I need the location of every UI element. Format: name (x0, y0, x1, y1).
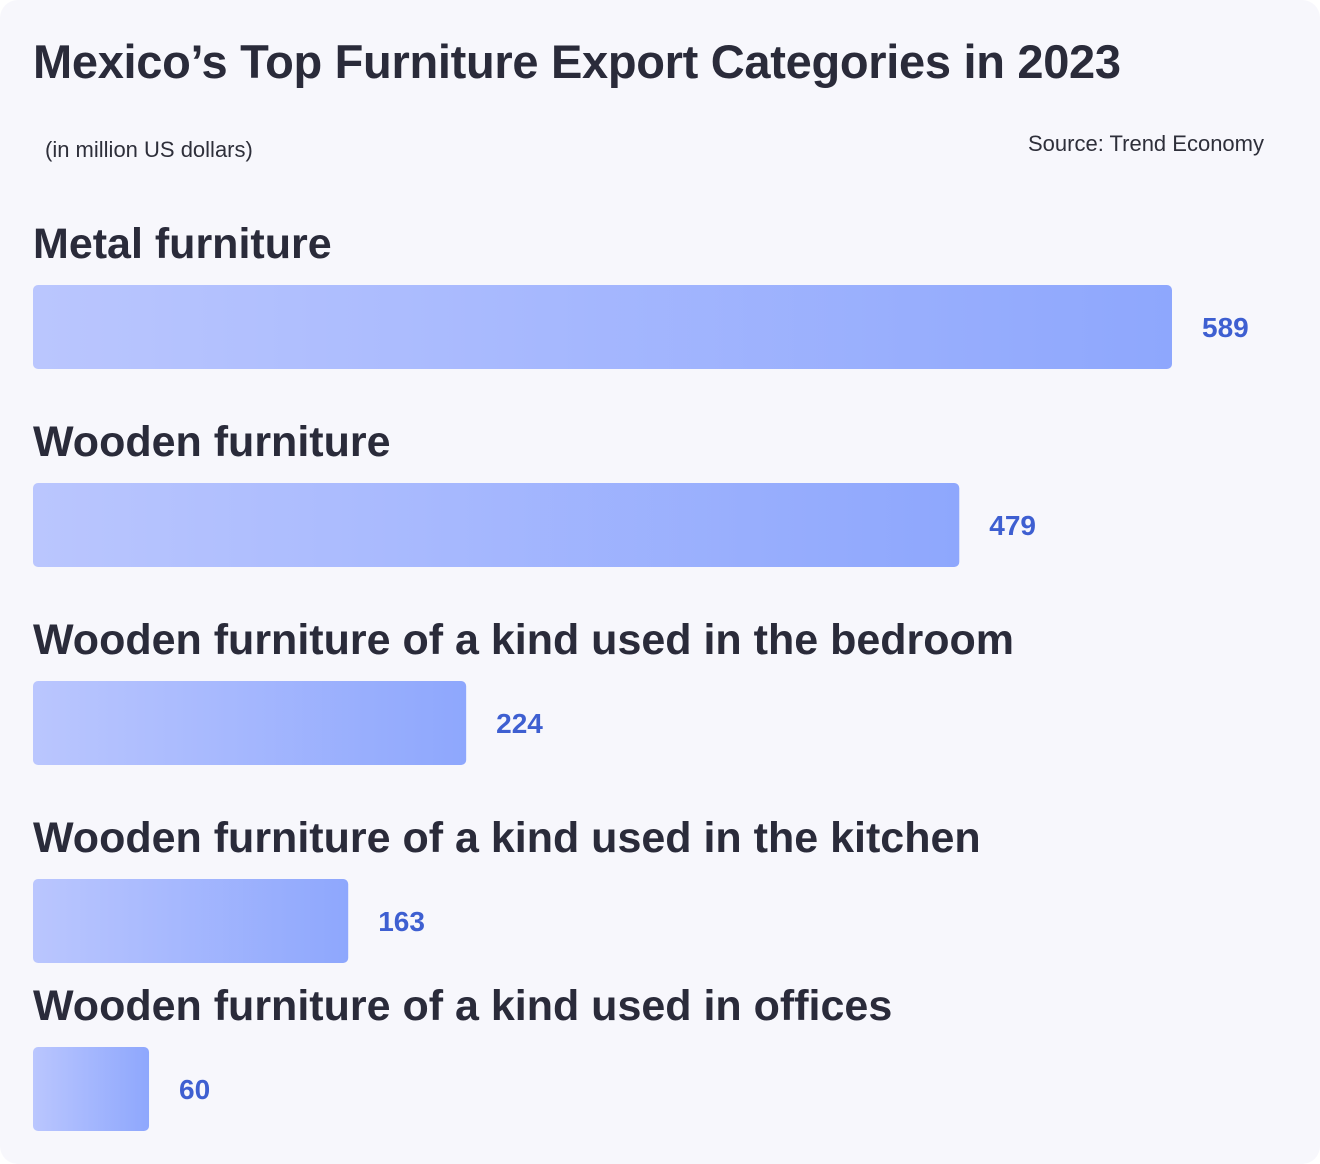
chart-title: Mexico’s Top Furniture Export Categories… (33, 35, 1121, 88)
value-label: 60 (179, 1074, 210, 1105)
category-label: Metal furniture (33, 220, 332, 268)
bar (33, 1047, 150, 1131)
bar (33, 681, 467, 765)
value-label: 589 (1202, 312, 1249, 343)
category-label: Wooden furniture (33, 418, 391, 466)
bar (33, 285, 1172, 369)
category-label: Wooden furniture of a kind used in the k… (33, 814, 981, 862)
chart-subtitle: (in million US dollars) (45, 137, 253, 162)
chart-source: Source: Trend Economy (1027, 131, 1264, 156)
bar (33, 879, 349, 963)
category-label: Wooden furniture of a kind used in offic… (33, 982, 892, 1030)
bar (33, 483, 960, 567)
value-label: 224 (496, 708, 543, 739)
value-label: 479 (989, 510, 1036, 541)
category-label: Wooden furniture of a kind used in the b… (33, 616, 1014, 664)
value-label: 163 (378, 906, 425, 937)
